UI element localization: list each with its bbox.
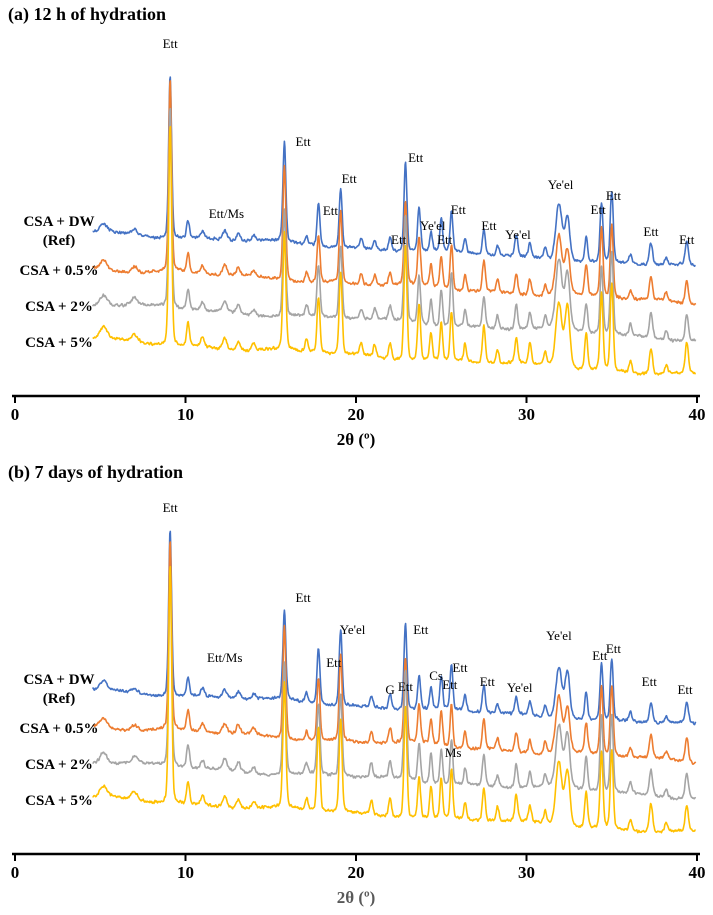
series-label-3: CSA + 5%: [25, 793, 93, 809]
panel-b-chart: 0 10 20 30 40 2θ (º) CSA + DW (Ref) CSA + 0.5% CS…: [11, 500, 706, 907]
x-axis-tick-label: 40: [689, 863, 706, 882]
peak-annotation: Ett: [437, 232, 453, 247]
peak-annotation: Ett: [677, 682, 693, 697]
peak-annotation: Ye'el: [505, 227, 531, 242]
xrd-trace-csa-2-: [92, 570, 697, 801]
peak-annotation: Ye'el: [340, 622, 366, 637]
peak-annotation: Ett: [296, 134, 312, 149]
peak-annotation: Ett: [643, 224, 659, 239]
series-label-0: CSA + DW: [23, 672, 94, 688]
peak-annotation: Ett: [296, 590, 312, 605]
x-axis-tick-label: 20: [348, 405, 365, 424]
xrd-trace-csa-5-: [92, 565, 696, 834]
peak-annotation: Ett/Ms: [207, 650, 242, 665]
peak-annotation: Ett: [413, 622, 429, 637]
peak-annotation: Cs: [429, 668, 443, 683]
peak-annotation: Ett: [442, 677, 458, 692]
peak-annotation: Ett: [323, 203, 339, 218]
peak-annotation: Ett: [342, 171, 358, 186]
series-label-1: CSA + 0.5%: [20, 721, 99, 737]
x-axis-tick-label: 40: [689, 405, 706, 424]
panel-a-chart: 0 10 20 30 40 2θ (º) CSA + DW (Ref) CSA + 0.5% CS…: [11, 36, 706, 449]
x-axis-tick-label: 20: [348, 863, 365, 882]
panel-a: (a) 12 h of hydration 0 10 20 30 40 2θ (º) CSA…: [8, 4, 706, 449]
peak-annotation: Ye'el: [420, 218, 446, 233]
x-axis-tick-label: 30: [518, 405, 535, 424]
peak-annotation: Ett/Ms: [209, 206, 244, 221]
xrd-trace-csa-0.5-: [92, 541, 697, 765]
series-label-0: (Ref): [43, 691, 75, 707]
xrd-trace-csa-dw-ref-: [91, 530, 697, 726]
peak-annotation: Ett: [606, 641, 622, 656]
peak-annotation: Ett: [451, 202, 467, 217]
peak-annotation: Ett: [398, 679, 414, 694]
peak-annotation: Ett: [163, 36, 179, 51]
x-axis-tick-label: 10: [177, 863, 194, 882]
xrd-trace-csa-dw-ref-: [92, 76, 696, 267]
peak-annotation: Ett: [679, 232, 695, 247]
peak-annotation: Ett: [480, 674, 496, 689]
series-label-1: CSA + 0.5%: [20, 263, 99, 279]
peak-annotation: Ett: [408, 150, 424, 165]
peak-annotation: Ett: [606, 188, 622, 203]
x-axis-tick-label: 10: [177, 405, 194, 424]
series-label-3: CSA + 5%: [25, 335, 93, 351]
xrd-trace-csa-0.5-: [91, 80, 697, 306]
peak-annotation: Ms: [445, 745, 462, 760]
series-label-0: CSA + DW: [23, 214, 94, 230]
peak-annotation: Ett: [391, 232, 407, 247]
peak-annotation: Ett: [452, 660, 468, 675]
peak-annotation: Ye'el: [548, 177, 574, 192]
peak-annotation: Ett: [481, 218, 497, 233]
panel-b-title: (b) 7 days of hydration: [8, 462, 184, 482]
panel-a-title: (a) 12 h of hydration: [8, 4, 167, 24]
series-label-2: CSA + 2%: [25, 299, 93, 315]
peak-annotation: Ye'el: [507, 680, 533, 695]
peak-annotation: Ett: [642, 674, 658, 689]
series-label-0: (Ref): [43, 233, 75, 249]
peak-annotation: Ett: [326, 655, 342, 670]
x-axis-tick-label: 0: [11, 405, 20, 424]
panel-b: (b) 7 days of hydration 0 10 20 30 40 2θ (º) C…: [0, 458, 713, 915]
peak-annotation: Ye'el: [546, 628, 572, 643]
x-axis-tick-label: 30: [518, 863, 535, 882]
peak-annotation: G: [385, 682, 394, 697]
x-axis-title: 2θ (º): [337, 430, 376, 449]
xrd-trace-csa-5-: [92, 125, 697, 376]
peak-annotation: Ett: [163, 500, 179, 515]
xrd-trace-csa-2-: [91, 107, 697, 343]
peak-annotation: Ett: [592, 648, 608, 663]
x-axis-title: 2θ (º): [337, 888, 376, 907]
peak-annotation: Ett: [591, 202, 607, 217]
x-axis-tick-label: 0: [11, 863, 20, 882]
series-label-2: CSA + 2%: [25, 757, 93, 773]
